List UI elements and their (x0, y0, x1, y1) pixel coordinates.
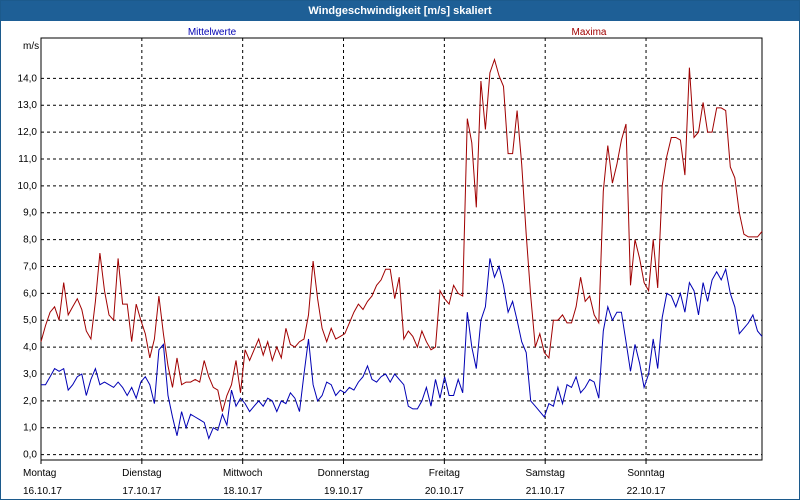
x-tick-day-label: Freitag (429, 468, 460, 479)
y-tick-label: 9,0 (23, 208, 37, 219)
legend-mittelwerte: Mittelwerte (188, 27, 237, 38)
y-tick-label: 12,0 (18, 127, 38, 138)
x-tick-date-label: 16.10.17 (23, 486, 62, 497)
x-tick-date-label: 21.10.17 (526, 486, 565, 497)
y-tick-label: 0,0 (23, 450, 37, 461)
x-tick-date-label: 22.10.17 (627, 486, 666, 497)
x-tick-date-label: 18.10.17 (223, 486, 262, 497)
y-tick-label: 10,0 (18, 181, 38, 192)
y-tick-label: 4,0 (23, 342, 37, 353)
x-tick-date-label: 17.10.17 (122, 486, 161, 497)
y-tick-label: 2,0 (23, 396, 37, 407)
x-tick-day-label: Montag (23, 468, 56, 479)
grid-lines (41, 38, 762, 460)
y-tick-label: 5,0 (23, 315, 37, 326)
y-tick-label: 7,0 (23, 261, 37, 272)
series-line-maxima (40, 57, 763, 412)
window-title: Windgeschwindigkeit [m/s] skaliert (1, 1, 799, 21)
x-tick-day-label: Mittwoch (223, 468, 262, 479)
series-line-mittelwerte (41, 258, 763, 441)
x-tick-day-label: Sonntag (627, 468, 664, 479)
y-tick-label: 3,0 (23, 369, 37, 380)
x-tick-date-label: 20.10.17 (425, 486, 464, 497)
series-lines (40, 57, 763, 441)
plot-area (40, 37, 763, 461)
y-tick-label: 14,0 (18, 73, 38, 84)
y-tick-label: 6,0 (23, 288, 37, 299)
x-tick-date-label: 19.10.17 (324, 486, 363, 497)
y-tick-label: 8,0 (23, 235, 37, 246)
x-tick-day-label: Dienstag (122, 468, 161, 479)
y-axis-unit-label: m/s (23, 41, 39, 52)
x-tick-day-label: Samstag (525, 468, 564, 479)
y-tick-label: 11,0 (18, 154, 37, 165)
legend-maxima: Maxima (571, 27, 606, 38)
x-axis-ticks: Montag 16.10.17 Dienstag 17.10.17 Mittwoch 18… (23, 460, 666, 497)
x-tick-day-label: Donnerstag (318, 468, 370, 479)
y-tick-label: 13,0 (18, 100, 38, 111)
y-tick-label: 1,0 (23, 423, 37, 434)
y-axis-ticks: 0,0 1,0 2,0 3,0 4,0 5,0 6,0 7,0 8,0 9,0 10,0 11,0 12… (18, 73, 38, 460)
